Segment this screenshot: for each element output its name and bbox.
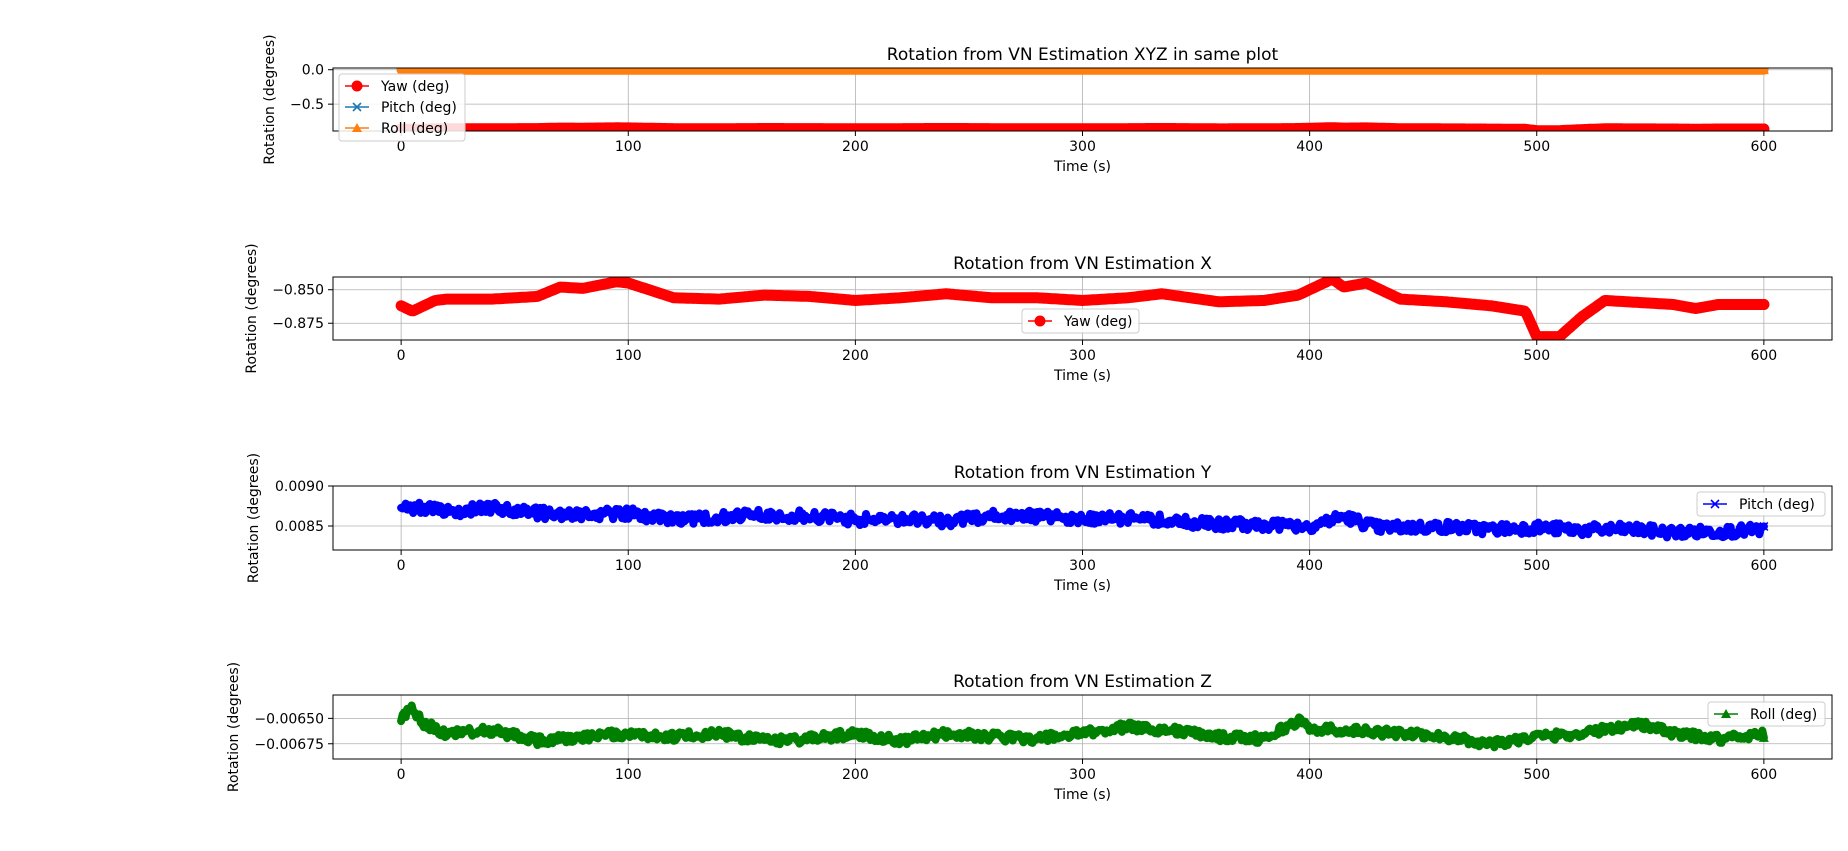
y-tick-label: −0.875 — [272, 316, 324, 332]
legend: Roll (deg) — [1707, 701, 1826, 727]
x-tick-label: 200 — [842, 558, 869, 574]
x-tick-label: 300 — [1069, 348, 1096, 364]
x-tick-label: 300 — [1069, 767, 1096, 783]
legend-box — [338, 73, 466, 142]
legend-marker — [352, 123, 362, 132]
x-tick-label: 300 — [1069, 558, 1096, 574]
series-yaw — [395, 122, 1770, 131]
series-end-marker — [1758, 298, 1770, 310]
x-tick-label: 100 — [615, 348, 642, 364]
legend-label: Pitch (deg) — [1739, 497, 1815, 513]
x-tick-label: 100 — [615, 558, 642, 574]
legend-marker — [1710, 499, 1720, 509]
y-axis-label: Rotation (degrees) — [246, 453, 262, 583]
x-axis-label: Time (s) — [1053, 159, 1111, 175]
legend-marker — [1721, 709, 1731, 718]
legend-label: Roll (deg) — [381, 121, 448, 137]
y-tick-label: 0.0 — [302, 63, 324, 79]
chart-title: Rotation from VN Estimation Y — [954, 463, 1212, 483]
series-layer — [397, 498, 1769, 542]
legend-label: Yaw (deg) — [380, 79, 449, 95]
series-line — [395, 277, 1770, 340]
x-tick-label: 200 — [842, 767, 869, 783]
x-axis-label: Time (s) — [1053, 578, 1111, 594]
legend: Yaw (deg) — [1021, 308, 1140, 334]
x-tick-label: 400 — [1296, 139, 1323, 155]
x-axis-label: Time (s) — [1053, 787, 1111, 803]
x-tick-label: 500 — [1523, 139, 1550, 155]
series-layer — [395, 68, 1770, 131]
x-tick-label: 100 — [615, 767, 642, 783]
legend-item: Roll (deg) — [345, 121, 448, 137]
legend-label: Roll (deg) — [1750, 707, 1817, 723]
legend: Pitch (deg) — [1696, 491, 1826, 517]
x-tick-label: 0 — [397, 348, 406, 364]
y-tick-label: −0.00650 — [254, 711, 324, 727]
legend-item: Yaw (deg) — [345, 79, 449, 95]
legend-item: Pitch (deg) — [1703, 497, 1815, 513]
x-tick-label: 400 — [1296, 767, 1323, 783]
x-tick-label: 600 — [1750, 139, 1777, 155]
x-tick-label: 200 — [842, 348, 869, 364]
series-end-marker — [1758, 123, 1770, 131]
y-tick-label: −0.5 — [290, 97, 324, 113]
legend-box — [1707, 701, 1826, 727]
subplot-4: 0 100 200 300 400 500 600 −0.00650 −0.00675 Rotat… — [226, 662, 1833, 803]
legend: Yaw (deg) Pitch (deg) Roll (deg) — [338, 73, 466, 142]
chart-title: Rotation from VN Estimation XYZ in same … — [887, 45, 1279, 65]
y-tick-label: 0.0090 — [275, 479, 324, 495]
y-tick-label: 0.0085 — [275, 519, 324, 535]
y-tick-label: −0.850 — [272, 283, 324, 299]
series-end-marker — [1759, 521, 1769, 531]
legend-marker — [351, 80, 363, 92]
subplot-2: 0 100 200 300 400 500 600 −0.850 −0.875 Rotation … — [244, 243, 1833, 384]
series-line — [397, 701, 1768, 752]
y-axis-label: Rotation (degrees) — [262, 34, 278, 164]
series-end-marker — [1758, 68, 1769, 75]
legend-item: Roll (deg) — [1714, 707, 1817, 723]
x-tick-label: 300 — [1069, 139, 1096, 155]
legend-marker — [1034, 315, 1046, 327]
chart-title: Rotation from VN Estimation X — [953, 254, 1212, 274]
x-axis-label: Time (s) — [1053, 368, 1111, 384]
series-line — [395, 122, 1770, 131]
legend-marker — [352, 102, 362, 112]
y-axis-label: Rotation (degrees) — [244, 243, 260, 373]
x-tick-label: 0 — [397, 767, 406, 783]
legend-label: Pitch (deg) — [381, 100, 457, 116]
x-tick-label: 400 — [1296, 558, 1323, 574]
legend-item: Pitch (deg) — [345, 100, 457, 116]
x-tick-label: 600 — [1750, 348, 1777, 364]
x-tick-label: 500 — [1523, 348, 1550, 364]
legend-label: Yaw (deg) — [1063, 314, 1132, 330]
x-tick-label: 400 — [1296, 348, 1323, 364]
series-layer — [395, 277, 1770, 340]
y-axis-label: Rotation (degrees) — [226, 662, 242, 792]
series-roll — [396, 68, 1769, 75]
x-tick-label: 0 — [397, 558, 406, 574]
x-tick-label: 100 — [615, 139, 642, 155]
x-tick-label: 500 — [1523, 767, 1550, 783]
series-end-marker — [1758, 732, 1769, 742]
chart-title: Rotation from VN Estimation Z — [953, 672, 1212, 692]
subplot-1: 0 100 200 300 400 500 600 0.0 −0.5 Rotation from … — [262, 34, 1833, 175]
y-tick-label: −0.00675 — [254, 737, 324, 753]
series-roll — [397, 701, 1769, 752]
series-line — [397, 498, 1768, 542]
legend-box — [1696, 491, 1826, 517]
x-tick-label: 600 — [1750, 558, 1777, 574]
series-layer — [397, 701, 1769, 752]
x-tick-label: 500 — [1523, 558, 1550, 574]
series-pitch — [397, 498, 1769, 542]
legend-box — [1021, 308, 1140, 334]
series-yaw — [395, 277, 1770, 340]
x-tick-label: 200 — [842, 139, 869, 155]
x-tick-label: 0 — [397, 139, 406, 155]
legend-item: Yaw (deg) — [1028, 314, 1132, 330]
x-tick-label: 600 — [1750, 767, 1777, 783]
subplot-3: 0 100 200 300 400 500 600 0.0090 0.0085 Rotation … — [246, 453, 1833, 594]
